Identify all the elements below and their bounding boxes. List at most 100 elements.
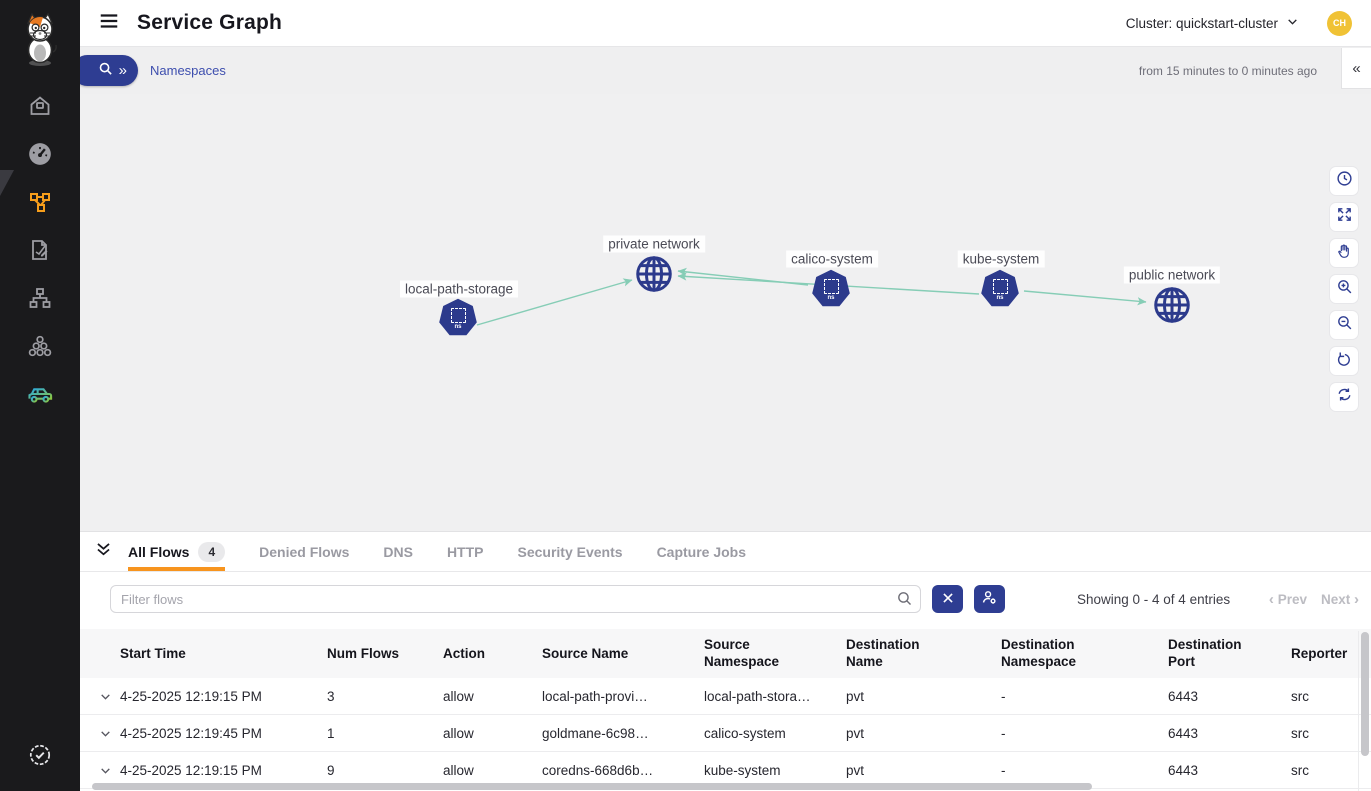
column-header[interactable]: Destination Port (1168, 637, 1242, 669)
table-cell: allow (443, 725, 474, 741)
sidebar-item-reports[interactable] (0, 228, 80, 276)
table-cell: pvt (846, 762, 865, 778)
prev-page-button[interactable]: ‹ Prev (1268, 590, 1307, 608)
tab-security-events[interactable]: Security Events (518, 532, 623, 571)
graph-edge-local-path-storage-to-pvt[interactable] (476, 278, 633, 326)
graph-edge-kube-system-to-public[interactable] (1023, 290, 1147, 306)
globe-network-icon (633, 256, 675, 299)
graph-node-public[interactable] (1151, 284, 1191, 324)
table-cell: - (1001, 762, 1006, 778)
sidebar-item-clusters[interactable] (0, 324, 80, 372)
column-header[interactable]: Source Name (542, 646, 629, 661)
refresh-button[interactable] (1330, 383, 1358, 411)
scrollbar-gutter (1358, 631, 1371, 791)
flows-filterbar: Showing 0 - 4 of 4 entries ‹ Prev Next › (110, 585, 1371, 613)
sidebar-item-network[interactable] (0, 276, 80, 324)
user-avatar[interactable]: CH (1327, 10, 1352, 36)
home-icon (28, 94, 52, 123)
service-graph-icon (28, 190, 52, 219)
table-row[interactable]: 4-25-2025 12:19:15 PM 3 allow local-path-pr… (80, 678, 1371, 715)
table-cell: calico-system (704, 725, 786, 741)
fit-screen-button[interactable] (1330, 203, 1358, 231)
namespace-heptagon-icon: ns (439, 298, 477, 336)
badge-check-icon[interactable] (27, 742, 53, 773)
table-cell: allow (443, 688, 474, 704)
horizontal-scrollbar[interactable] (92, 783, 1092, 790)
chevron-right-icon: › (1354, 590, 1359, 608)
tab-label: Security Events (517, 543, 623, 560)
undo-layout-button[interactable] (1330, 347, 1358, 375)
table-cell: allow (443, 762, 474, 778)
vertical-scrollbar[interactable] (1361, 632, 1369, 756)
graph-node-pvt[interactable] (633, 253, 673, 293)
sidebar-item-service-graph[interactable] (0, 180, 80, 228)
graph-node-kube-system[interactable]: ns (980, 269, 1020, 309)
table-cell: 6443 (1168, 725, 1199, 741)
graph-node-label-calico-system: calico-system (786, 250, 878, 268)
user-gear-icon (981, 589, 998, 609)
sidebar-item-workloads[interactable] (0, 372, 80, 420)
active-nav-indicator (0, 170, 14, 196)
flows-table-header: Start Time Num Flows Action Source Name Sour… (80, 629, 1371, 678)
table-cell: pvt (846, 725, 865, 741)
graph-node-label-public: public network (1123, 266, 1221, 284)
filter-flows-input[interactable] (110, 585, 921, 613)
graph-node-calico-system[interactable]: ns (811, 269, 851, 309)
graph-node-label-pvt: private network (603, 235, 705, 253)
column-header[interactable]: Destination Name (846, 637, 920, 669)
gauge-icon (27, 141, 53, 172)
calico-cat-logo (16, 12, 64, 70)
chevrons-right-icon: » (118, 62, 127, 79)
table-cell: local-path-provi… (542, 688, 648, 704)
table-cell: 3 (327, 688, 335, 704)
tab-count-badge: 4 (198, 541, 226, 562)
sidebar-nav (0, 84, 80, 420)
zoom-out-icon (1336, 314, 1353, 336)
column-header[interactable]: Start Time (120, 646, 186, 661)
cluster-selector[interactable]: Cluster: quickstart-cluster (1126, 15, 1299, 31)
time-range-button[interactable] (1330, 167, 1358, 195)
graph-node-label-kube-system: kube-system (957, 250, 1045, 268)
breadcrumb[interactable]: Namespaces (150, 63, 226, 78)
tab-dns[interactable]: DNS (383, 532, 413, 571)
graph-node-local-path-storage[interactable]: ns (438, 298, 478, 338)
zoom-out-button[interactable] (1330, 311, 1358, 339)
table-row[interactable]: 4-25-2025 12:19:15 PM 9 allow coredns-668d6… (80, 752, 1371, 789)
sidebar-item-home[interactable] (0, 84, 80, 132)
pan-button[interactable] (1330, 239, 1358, 267)
flows-tabbar: All Flows 4 Denied Flows DNS HTTP Security Ev… (80, 532, 1371, 572)
clear-filter-button[interactable] (932, 585, 963, 613)
table-cell: src (1291, 762, 1309, 778)
row-expand-chevron-icon[interactable] (90, 764, 120, 777)
row-expand-chevron-icon[interactable] (90, 690, 120, 703)
table-cell: pvt (846, 688, 865, 704)
next-page-button[interactable]: Next › (1320, 590, 1359, 608)
table-cell: - (1001, 688, 1006, 704)
table-cell: src (1291, 725, 1309, 741)
row-expand-chevron-icon[interactable] (90, 727, 120, 740)
showing-entries-label: Showing 0 - 4 of 4 entries (1077, 591, 1231, 607)
graph-toolbar-row: » Namespaces from 15 minutes to 0 minute… (72, 47, 1371, 94)
tab-all-flows[interactable]: All Flows 4 (128, 532, 226, 571)
zoom-in-button[interactable] (1330, 275, 1358, 303)
table-cell: 6443 (1168, 688, 1199, 704)
table-row[interactable]: 4-25-2025 12:19:45 PM 1 allow goldmane-6c98… (80, 715, 1371, 752)
tab-http[interactable]: HTTP (447, 532, 484, 571)
column-header[interactable]: Reporter (1291, 646, 1348, 661)
expand-side-panel-button[interactable]: « (1341, 48, 1371, 89)
column-header[interactable]: Source Namespace (704, 637, 780, 669)
graph-search-button[interactable]: » (72, 55, 138, 86)
tab-label: HTTP (446, 543, 484, 560)
column-customize-button[interactable] (974, 585, 1005, 613)
globe-network-icon (1151, 287, 1193, 330)
collapse-panel-button[interactable] (80, 540, 126, 564)
tab-denied-flows[interactable]: Denied Flows (259, 532, 349, 571)
column-header[interactable]: Destination Namespace (1001, 637, 1077, 669)
app-header: Service Graph Cluster: quickstart-cluste… (80, 0, 1371, 47)
sidebar-item-dashboard[interactable] (0, 132, 80, 180)
hamburger-menu-button[interactable] (96, 10, 122, 36)
column-header[interactable]: Num Flows (327, 646, 400, 661)
column-header[interactable]: Action (443, 646, 485, 661)
service-graph-canvas[interactable]: ns local-path-storage private network ns cal… (80, 94, 1371, 531)
tab-capture-jobs[interactable]: Capture Jobs (657, 532, 746, 571)
